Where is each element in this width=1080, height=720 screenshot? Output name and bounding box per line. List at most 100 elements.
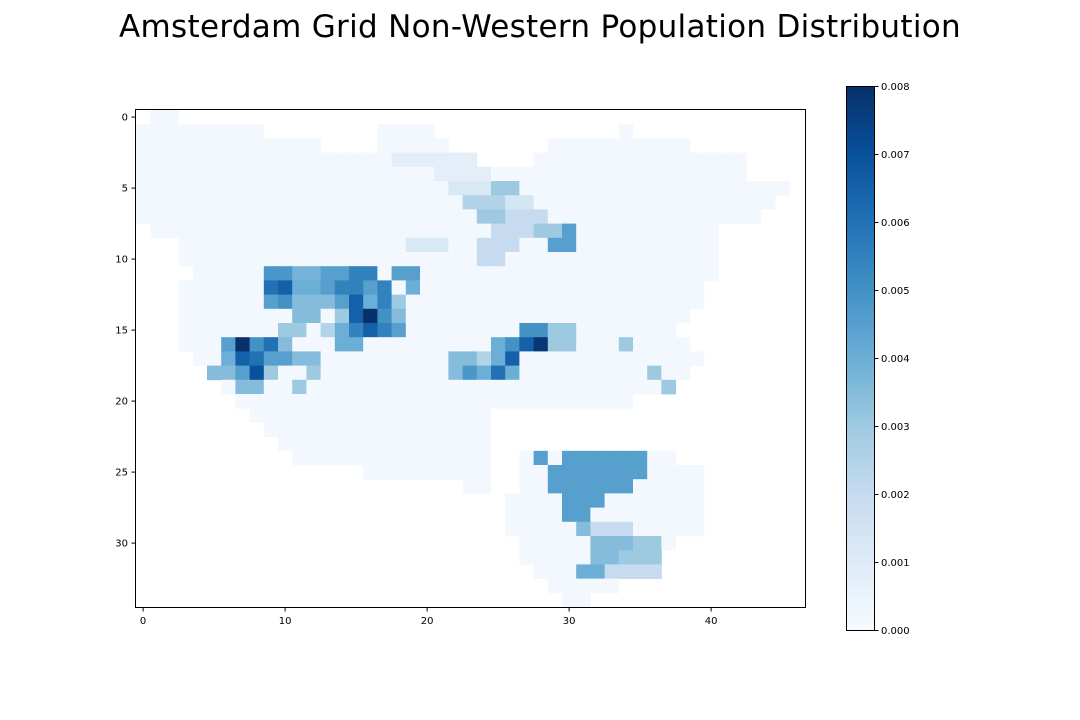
heatmap-cell (334, 266, 350, 281)
heatmap-cell (462, 195, 478, 210)
heatmap-cell (192, 237, 208, 253)
heatmap-cell (491, 394, 506, 409)
heatmap-cell (320, 337, 336, 352)
heatmap-cell (306, 351, 321, 366)
heatmap-cell (647, 337, 662, 352)
heatmap-cell (278, 181, 293, 196)
heatmap-cell (462, 465, 478, 480)
heatmap-cell (647, 195, 662, 210)
heatmap-cell (633, 564, 648, 579)
heatmap-cell (505, 351, 520, 366)
heatmap-cell (647, 379, 662, 395)
heatmap-cell (349, 365, 364, 381)
heatmap-cell (519, 507, 534, 523)
heatmap-cell (363, 465, 378, 480)
heatmap-cell (604, 294, 620, 310)
heatmap-cell (249, 223, 265, 239)
heatmap-cell (633, 294, 648, 310)
heatmap-cell (476, 337, 492, 352)
heatmap-cell (334, 308, 350, 324)
heatmap-cell (405, 323, 421, 338)
heatmap-cell (434, 379, 449, 395)
heatmap-cell (732, 166, 747, 182)
heatmap-cell (178, 124, 194, 139)
heatmap-cell (320, 223, 336, 239)
heatmap-cell (604, 479, 620, 494)
heatmap-cell (448, 450, 463, 466)
heatmap-cell (306, 195, 321, 210)
heatmap-cell (590, 195, 605, 210)
heatmap-cell (192, 138, 208, 153)
heatmap-cell (633, 493, 648, 508)
heatmap-cell (547, 237, 563, 253)
heatmap-cell (292, 408, 307, 423)
heatmap-cell (604, 450, 620, 466)
heatmap-cell (618, 521, 634, 537)
heatmap-cell (476, 436, 492, 452)
heatmap-cell (519, 450, 534, 466)
heatmap-cell (320, 450, 336, 466)
heatmap-cell (519, 365, 534, 381)
heatmap-cell (689, 166, 705, 182)
heatmap-cell (349, 337, 364, 352)
heatmap-cell (178, 223, 194, 239)
heatmap-cell (320, 166, 336, 182)
heatmap-cell (278, 252, 293, 267)
heatmap-cell (448, 223, 463, 239)
heatmap-cell (320, 436, 336, 452)
heatmap-cell (306, 166, 321, 182)
heatmap-cell (633, 507, 648, 523)
heatmap-cell (263, 195, 279, 210)
heatmap-cell (334, 152, 350, 168)
heatmap-cell (576, 592, 591, 608)
heatmap-cell (547, 394, 563, 409)
heatmap-cell (618, 394, 634, 409)
colorbar-tick-label: 0.002 (881, 490, 910, 501)
colorbar-tick-label: 0.006 (881, 218, 910, 229)
heatmap-cell (334, 337, 350, 352)
heatmap-cell (292, 237, 307, 253)
heatmap-cell (334, 223, 350, 239)
heatmap-cell (618, 252, 634, 267)
heatmap-cell (491, 308, 506, 324)
heatmap-cell (661, 465, 676, 480)
heatmap-cell (164, 166, 179, 182)
heatmap-cell (249, 237, 265, 253)
heatmap-cell (633, 337, 648, 352)
heatmap-cell (604, 181, 620, 196)
heatmap-cell (405, 379, 421, 395)
heatmap-cell (661, 166, 676, 182)
heatmap-cell (405, 152, 421, 168)
heatmap-cell (420, 436, 435, 452)
heatmap-cell (178, 237, 194, 253)
heatmap-cell (576, 237, 591, 253)
heatmap-cell (192, 337, 208, 352)
heatmap-cell (306, 294, 321, 310)
heatmap-cell (249, 394, 265, 409)
heatmap-cell (391, 124, 407, 139)
heatmap-cell (334, 450, 350, 466)
heatmap-cell (760, 195, 776, 210)
heatmap-cell (562, 337, 577, 352)
heatmap-cell (292, 308, 307, 324)
heatmap-cell (420, 138, 435, 153)
heatmap-cell (420, 223, 435, 239)
heatmap-cell (718, 166, 733, 182)
heatmap-cell (491, 237, 506, 253)
heatmap-cell (391, 138, 407, 153)
heatmap-cell (604, 337, 620, 352)
heatmap-cell (505, 493, 520, 508)
heatmap-cell (562, 252, 577, 267)
heatmap-cell (420, 465, 435, 480)
heatmap-cell (263, 166, 279, 182)
heatmap-cell (491, 209, 506, 224)
heatmap-cell (661, 181, 676, 196)
heatmap-cell (576, 252, 591, 267)
heatmap-cell (562, 550, 577, 565)
heatmap-cell (349, 379, 364, 395)
heatmap-cell (675, 479, 691, 494)
heatmap-cell (292, 394, 307, 409)
heatmap-cell (491, 252, 506, 267)
heatmap-cell (547, 280, 563, 295)
heatmap-cell (150, 110, 165, 125)
